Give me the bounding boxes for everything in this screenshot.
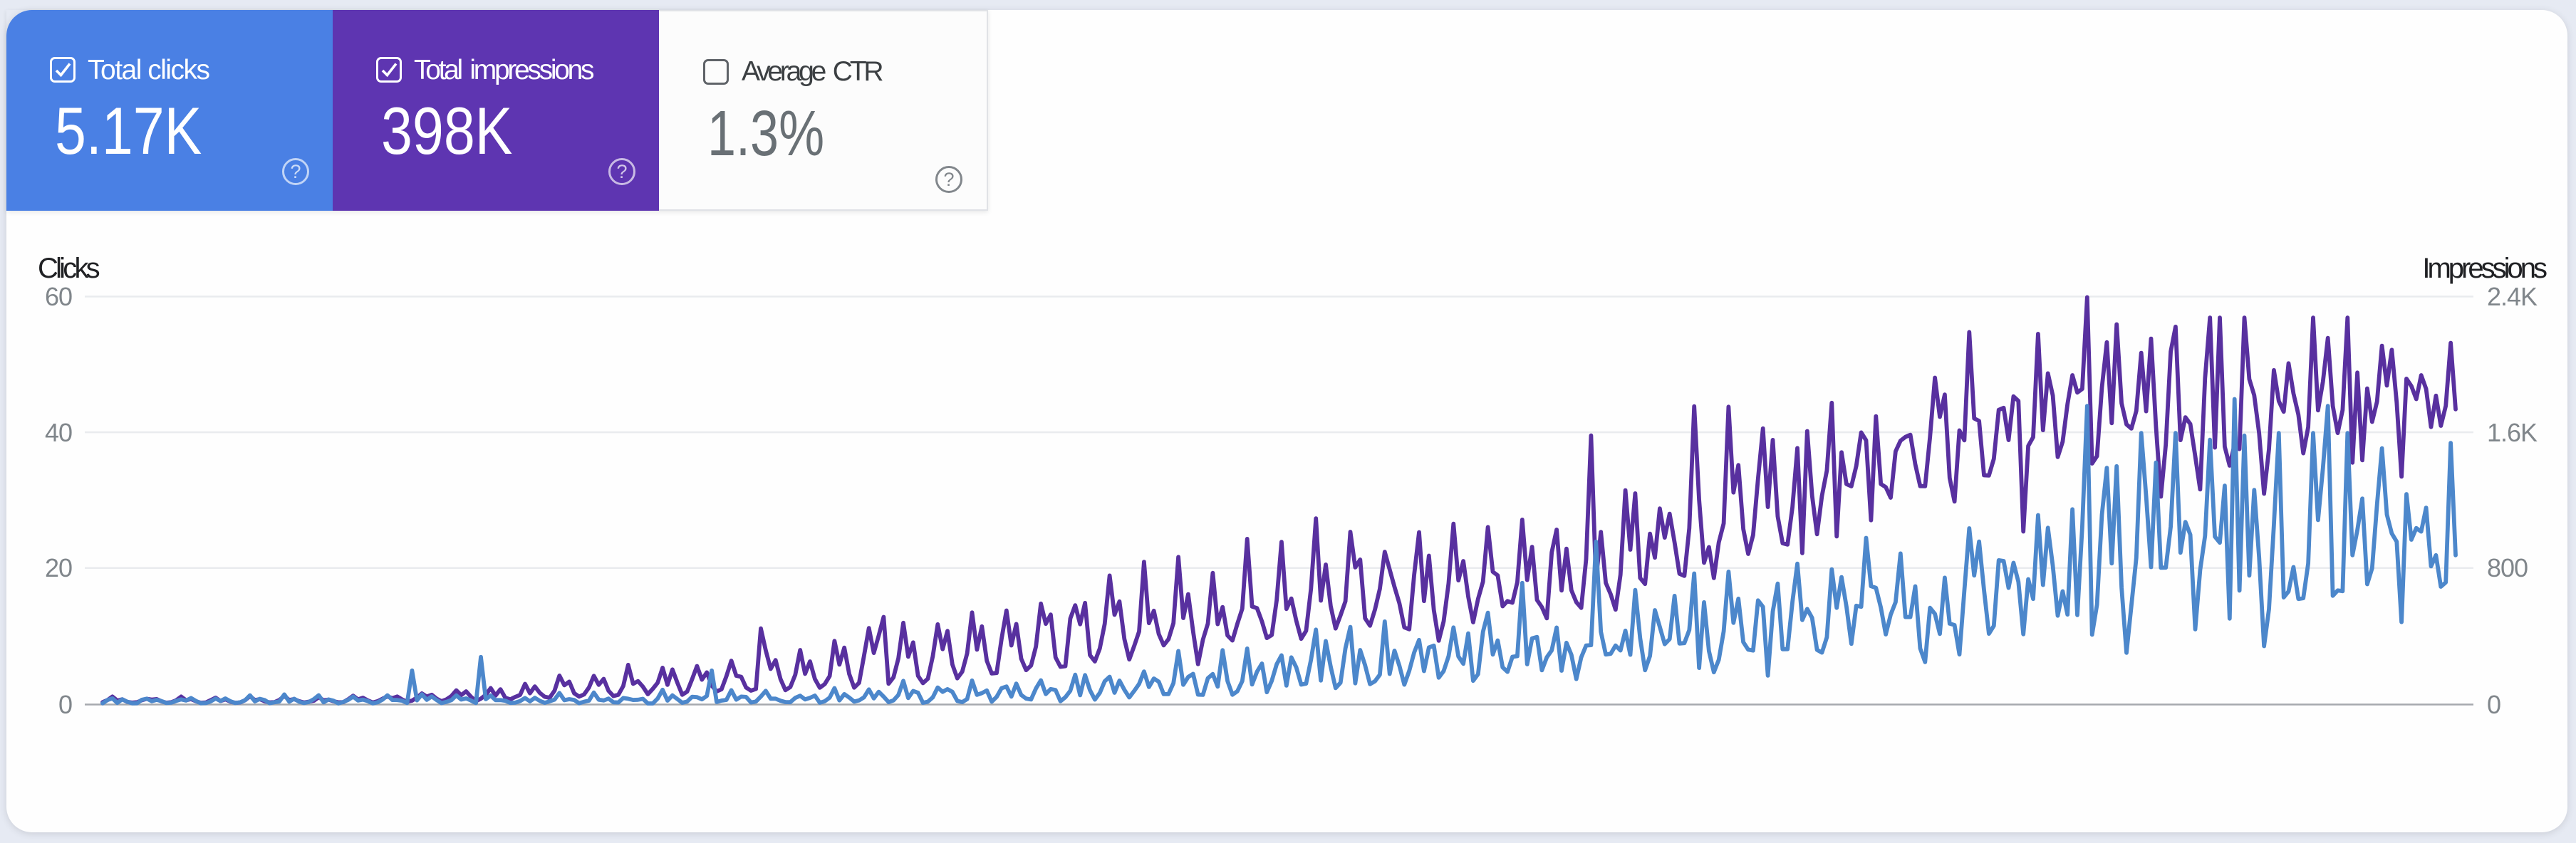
svg-text:0: 0: [2487, 690, 2500, 719]
svg-text:0: 0: [58, 690, 72, 719]
svg-text:2.4K: 2.4K: [2487, 282, 2538, 311]
svg-text:1.6K: 1.6K: [2487, 418, 2538, 447]
svg-text:60: 60: [45, 282, 72, 311]
svg-text:20: 20: [45, 553, 72, 582]
svg-text:40: 40: [45, 418, 72, 447]
svg-text:800: 800: [2487, 553, 2528, 582]
